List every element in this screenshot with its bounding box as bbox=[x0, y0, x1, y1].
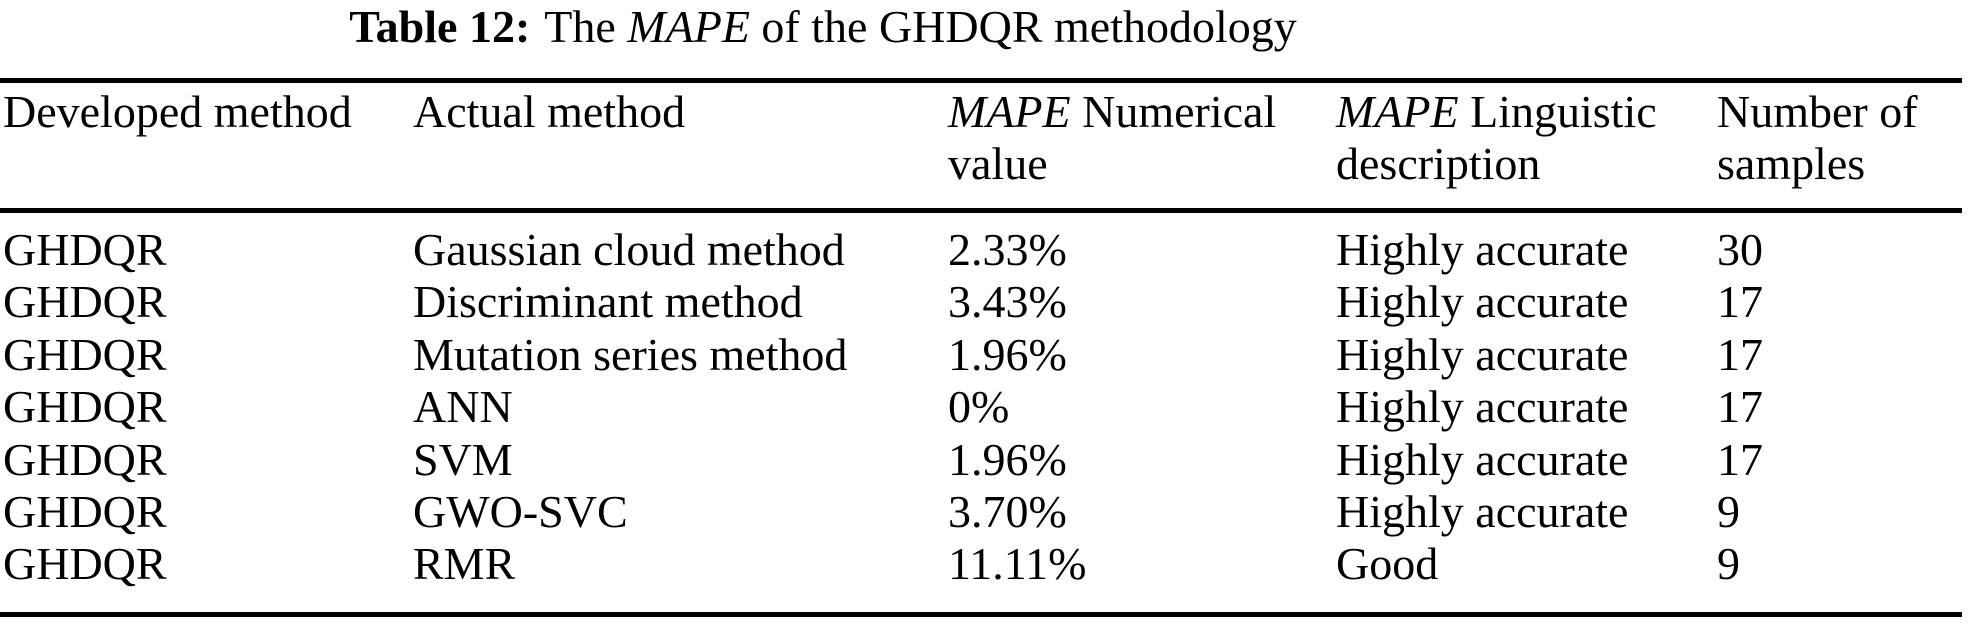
cell-actual-method: GWO-SVC bbox=[413, 486, 628, 538]
cell-mape-description: Highly accurate bbox=[1336, 276, 1629, 328]
cell-sample-count: 9 bbox=[1717, 486, 1740, 538]
table-caption-italic-term: MAPE bbox=[627, 1, 750, 52]
cell-sample-count: 17 bbox=[1717, 433, 1763, 485]
table-caption: Table 12: The MAPE of the GHDQR methodolo… bbox=[0, 0, 1646, 54]
header-actual-method: Actual method bbox=[413, 86, 686, 137]
header-developed-method: Developed method bbox=[3, 86, 352, 137]
cell-developed-method: GHDQR bbox=[3, 381, 167, 433]
cell-mape-value: 0% bbox=[948, 381, 1010, 433]
table-caption-number: Table 12: bbox=[349, 1, 531, 52]
cell-actual-method: RMR bbox=[413, 538, 516, 590]
cell-mape-description: Highly accurate bbox=[1336, 433, 1629, 485]
cell-mape-description: Highly accurate bbox=[1336, 328, 1629, 380]
cell-mape-value: 2.33% bbox=[948, 224, 1067, 275]
cell-mape-value: 3.70% bbox=[948, 486, 1067, 538]
cell-mape-value: 3.43% bbox=[948, 276, 1067, 328]
cell-actual-method: Mutation series method bbox=[413, 328, 848, 380]
cell-mape-value: 1.96% bbox=[948, 433, 1067, 485]
cell-sample-count: 9 bbox=[1717, 538, 1740, 590]
table-caption-text-post: of the GHDQR methodology bbox=[749, 1, 1297, 52]
cell-sample-count: 17 bbox=[1717, 276, 1763, 328]
cell-sample-count: 30 bbox=[1717, 224, 1763, 275]
cell-mape-description: Highly accurate bbox=[1336, 486, 1629, 538]
cell-sample-count: 17 bbox=[1717, 328, 1763, 380]
table-body: GHDQR Gaussian cloud method 2.33% Highly… bbox=[0, 224, 1962, 591]
cell-developed-method: GHDQR bbox=[3, 224, 167, 275]
table-header-rule bbox=[0, 208, 1962, 213]
cell-actual-method: SVM bbox=[413, 433, 513, 485]
cell-developed-method: GHDQR bbox=[3, 538, 167, 590]
cell-developed-method: GHDQR bbox=[3, 276, 167, 328]
table-bottom-rule bbox=[0, 612, 1962, 617]
header-mape-linguistic-description: MAPE Linguistic description bbox=[1336, 86, 1657, 189]
cell-mape-value: 11.11% bbox=[948, 538, 1087, 590]
cell-mape-description: Highly accurate bbox=[1336, 224, 1629, 275]
table-header-row: Developed method Actual method MAPE Nume… bbox=[0, 86, 1962, 190]
table-caption-text-pre: The bbox=[544, 1, 628, 52]
header-mape-numerical-value: MAPE Numerical value bbox=[948, 86, 1277, 189]
table-top-rule bbox=[0, 78, 1962, 83]
cell-actual-method: ANN bbox=[413, 381, 513, 433]
cell-actual-method: Discriminant method bbox=[413, 276, 803, 328]
cell-actual-method: Gaussian cloud method bbox=[413, 224, 845, 275]
cell-mape-description: Highly accurate bbox=[1336, 381, 1629, 433]
cell-developed-method: GHDQR bbox=[3, 433, 167, 485]
cell-developed-method: GHDQR bbox=[3, 486, 167, 538]
cell-sample-count: 17 bbox=[1717, 381, 1763, 433]
cell-mape-description: Good bbox=[1336, 538, 1439, 590]
cell-mape-value: 1.96% bbox=[948, 328, 1067, 380]
header-number-of-samples: Number of samples bbox=[1717, 86, 1918, 189]
cell-developed-method: GHDQR bbox=[3, 328, 167, 380]
